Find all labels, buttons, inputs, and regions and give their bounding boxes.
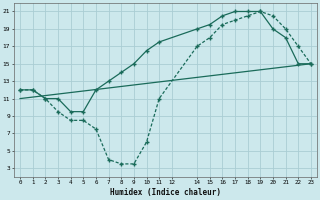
X-axis label: Humidex (Indice chaleur): Humidex (Indice chaleur): [110, 188, 221, 197]
